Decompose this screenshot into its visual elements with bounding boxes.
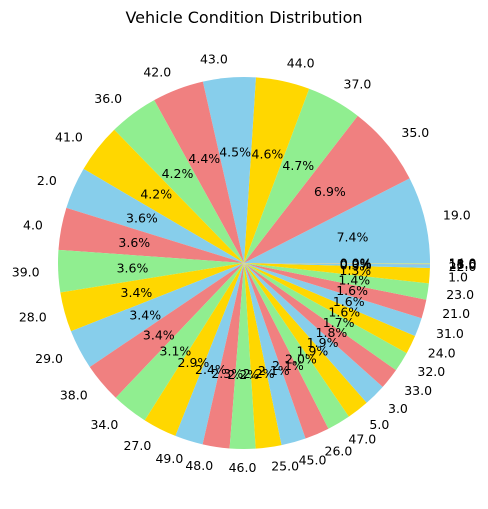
slice-category-label: 29.0 <box>35 351 63 366</box>
slice-category-label: 35.0 <box>401 125 429 140</box>
slice-category-label: 3.0 <box>388 401 408 416</box>
slice-category-label: 47.0 <box>348 432 376 447</box>
slice-category-label: 46.0 <box>229 460 257 475</box>
slice-category-label: 39.0 <box>12 265 40 280</box>
slice-category-label: 25.0 <box>271 458 299 473</box>
slice-category-label: 49.0 <box>155 451 183 466</box>
slice-category-label: 44.0 <box>287 55 315 70</box>
slice-category-label: 34.0 <box>90 417 118 432</box>
slice-category-label: 33.0 <box>404 383 432 398</box>
slice-percent-label: 7.4% <box>337 229 369 244</box>
slice-category-label: 4.0 <box>23 218 43 233</box>
slice-percent-label: 4.6% <box>252 146 284 161</box>
slice-category-label: 27.0 <box>123 438 151 453</box>
slice-category-label: 38.0 <box>60 388 88 403</box>
slice-category-label: 37.0 <box>344 77 372 92</box>
slice-percent-label: 3.6% <box>117 260 149 275</box>
slice-category-label: 43.0 <box>200 52 228 67</box>
slice-percent-label: 4.2% <box>140 187 172 202</box>
slice-percent-label: 4.4% <box>188 151 220 166</box>
slice-category-label: 32.0 <box>417 364 445 379</box>
slice-category-label: 2.0 <box>37 173 57 188</box>
slice-category-label: 42.0 <box>143 64 171 79</box>
slice-category-label: 23.0 <box>446 287 474 302</box>
slice-percent-label: 3.6% <box>118 235 150 250</box>
slice-category-label: 48.0 <box>185 458 213 473</box>
slice-percent-label: 3.4% <box>143 328 175 343</box>
slice-category-label: 31.0 <box>436 326 464 341</box>
slice-percent-label: 3.4% <box>121 285 153 300</box>
slice-category-label: 21.0 <box>442 306 470 321</box>
slice-category-label: 45.0 <box>299 453 327 468</box>
slice-category-label: 24.0 <box>428 345 456 360</box>
chart-title: Vehicle Condition Distribution <box>0 8 488 27</box>
slice-category-label: 5.0 <box>369 417 389 432</box>
slice-category-label: 36.0 <box>94 91 122 106</box>
slice-percent-label: 3.6% <box>126 210 158 225</box>
slice-category-label: 41.0 <box>55 129 83 144</box>
slice-category-label: 19.0 <box>443 208 471 223</box>
slice-percent-label: 4.7% <box>282 158 314 173</box>
slice-percent-label: 0.0% <box>340 256 372 271</box>
slice-category-label: 14.0 <box>449 256 477 271</box>
slice-category-label: 28.0 <box>19 310 47 325</box>
slice-percent-label: 4.2% <box>162 166 194 181</box>
slice-percent-label: 4.5% <box>219 144 251 159</box>
slice-percent-label: 3.4% <box>129 308 161 323</box>
slice-percent-label: 6.9% <box>314 184 346 199</box>
